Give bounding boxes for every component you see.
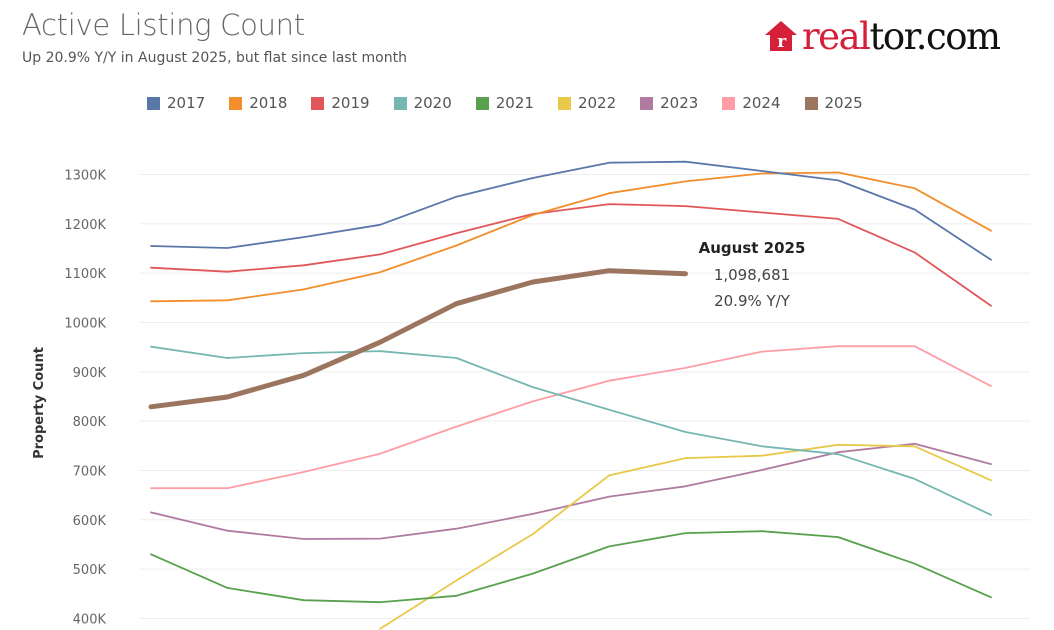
y-tick-label: 400K (73, 612, 107, 627)
legend-swatch (229, 96, 243, 110)
series-line-2019[interactable] (150, 203, 992, 307)
legend-item-2020[interactable]: 2020 (393, 94, 452, 112)
chart-subtitle: Up 20.9% Y/Y in August 2025, but flat si… (22, 50, 407, 66)
y-tick-label: 800K (73, 415, 107, 430)
legend-label: 2024 (742, 94, 781, 112)
house-icon: r (765, 21, 797, 52)
annotation-change: 20.9% Y/Y (714, 292, 791, 310)
realtor-logo: r real tor.com (764, 15, 1001, 58)
legend-item-2025[interactable]: 2025 (804, 94, 863, 112)
annotation-title: August 2025 (699, 239, 806, 257)
y-tick-label: 1000K (64, 316, 106, 331)
legend-swatch (393, 96, 407, 110)
logo-text-real: real (802, 15, 871, 58)
legend-label: 2022 (577, 94, 617, 112)
legend-swatch (147, 96, 160, 110)
legend-item-2017[interactable]: 2017 (147, 94, 205, 112)
legend-swatch (475, 96, 489, 110)
legend-label: 2018 (249, 94, 288, 112)
series-line-2023[interactable] (150, 442, 992, 540)
legend-label: 2017 (167, 94, 206, 112)
series-line-2018[interactable] (150, 171, 992, 303)
legend-label: 2023 (660, 94, 699, 112)
logo-text-tor: tor.com (869, 15, 1001, 58)
legend-swatch (557, 96, 571, 110)
series-line-2020[interactable] (150, 345, 992, 516)
annotation-value: 1,098,681 (714, 266, 790, 284)
legend-item-2018[interactable]: 2018 (229, 94, 287, 112)
series-line-2022[interactable] (379, 443, 992, 630)
legend-item-2022[interactable]: 2022 (557, 94, 617, 112)
chart-title: Active Listing Count (22, 8, 305, 42)
legend-swatch (722, 96, 736, 110)
y-tick-label: 1200K (64, 218, 106, 233)
y-tick-label: 900K (73, 366, 107, 381)
legend: 2017 2018 2019 2020 2021 2022 2023 2024 2025 (147, 94, 887, 112)
legend-swatch (804, 96, 818, 110)
legend-label: 2021 (495, 94, 534, 112)
y-tick-label: 600K (73, 514, 107, 529)
series-line-2017[interactable] (150, 160, 992, 261)
y-tick-label: 500K (73, 563, 107, 578)
legend-item-2021[interactable]: 2021 (475, 94, 534, 112)
legend-item-2024[interactable]: 2024 (722, 94, 781, 112)
series-line-2021[interactable] (150, 530, 992, 604)
y-tick-label: 700K (73, 464, 107, 479)
legend-label: 2019 (331, 94, 370, 112)
legend-label: 2025 (824, 94, 863, 112)
y-tick-label: 1100K (64, 267, 106, 282)
legend-item-2023[interactable]: 2023 (640, 94, 698, 112)
y-tick-label: 1300K (64, 169, 106, 184)
legend-label: 2020 (413, 94, 452, 112)
y-axis-title: Property Count (32, 347, 47, 459)
legend-item-2019[interactable]: 2019 (311, 94, 370, 112)
series-line-2025[interactable] (148, 268, 688, 410)
legend-swatch (311, 96, 325, 110)
series-line-2024[interactable] (150, 345, 992, 490)
svg-text:r: r (777, 32, 787, 52)
legend-swatch (640, 96, 654, 110)
